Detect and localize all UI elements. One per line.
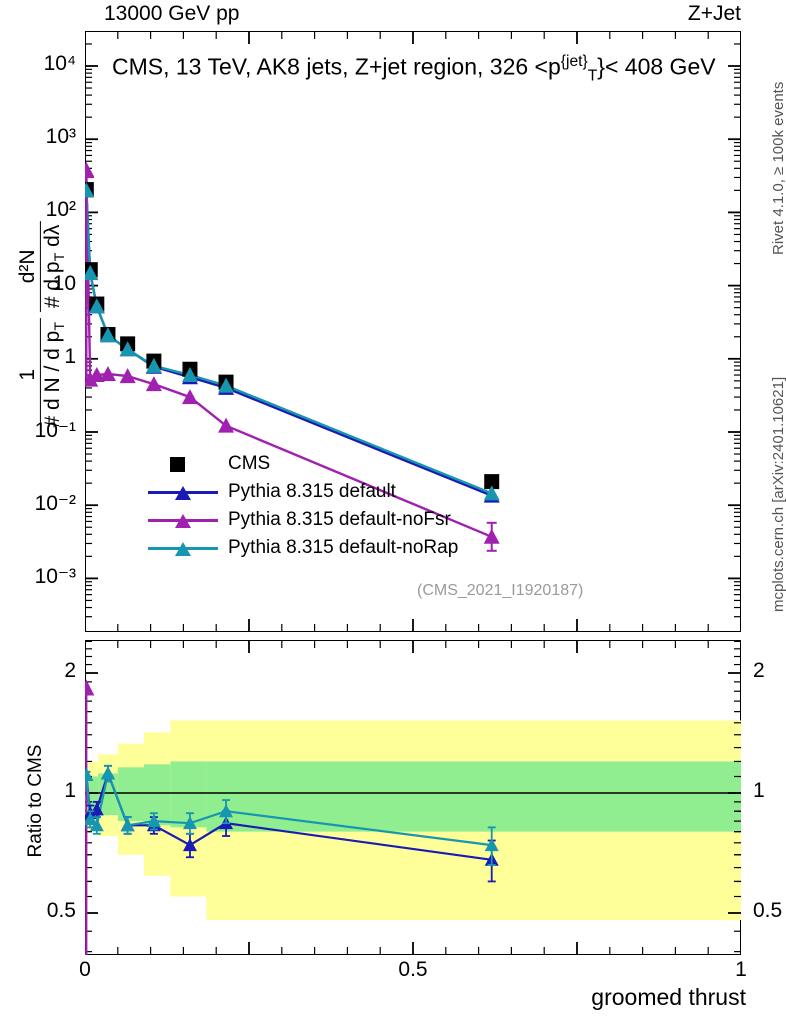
legend: CMS Pythia 8.315 default Pythia 8.315 de…: [148, 450, 458, 562]
legend-entry-norap[interactable]: Pythia 8.315 default-noRap: [148, 534, 458, 562]
main-y-tick-label: 10³: [45, 125, 76, 149]
data-marker-triangle: [119, 341, 136, 357]
uncertainty-band-inner: [206, 761, 741, 832]
legend-entry-nofsr[interactable]: Pythia 8.315 default-noFsr: [148, 506, 458, 534]
data-marker-triangle: [181, 389, 198, 405]
ratio-plot-canvas: [85, 640, 741, 955]
ratio-data-marker: [182, 838, 197, 852]
plot-title-sup: {jet}: [560, 53, 588, 70]
ratio-y-tick-labels-right: 2 1 0.5: [745, 640, 786, 960]
legend-label-nofsr: Pythia 8.315 default-noFsr: [228, 509, 451, 530]
main-y-tick-label: 10⁻¹: [34, 419, 76, 442]
legend-key-norap: [148, 538, 218, 558]
ratio-offscale-arrow-icon: [85, 679, 95, 696]
beam-energy-label: 13000 GeV pp: [104, 2, 240, 25]
analysis-id-label: (CMS_2021_I1920187): [417, 582, 584, 599]
data-marker-triangle: [88, 367, 105, 383]
ratio-data-marker: [120, 818, 135, 832]
data-marker-triangle: [99, 365, 116, 381]
ratio-data-marker: [85, 812, 98, 826]
legend-entry-default[interactable]: Pythia 8.315 default: [148, 478, 458, 506]
main-y-tick-label: 10⁻³: [34, 565, 76, 589]
ratio-data-marker: [100, 766, 115, 780]
data-marker-triangle: [145, 357, 162, 373]
plot-title-main: CMS, 13 TeV, AK8 jets, Z+jet region, 326…: [112, 53, 561, 80]
main-y-tick-label: 1: [64, 344, 76, 368]
ratio-y-tick-label-right: 1: [753, 779, 765, 802]
data-marker-triangle: [483, 485, 500, 501]
main-y-tick-label: 10⁻²: [34, 492, 76, 516]
main-y-tick-label: 10: [52, 271, 76, 295]
x-tick-label: 0.5: [398, 958, 428, 981]
main-y-tick-label: 10²: [45, 198, 76, 222]
legend-label-norap: Pythia 8.315 default-noRap: [228, 537, 459, 558]
x-tick-label: 0: [79, 958, 91, 981]
uncertainty-band-inner: [144, 764, 171, 826]
data-marker-triangle: [99, 327, 116, 343]
data-marker-triangle: [85, 265, 99, 281]
main-plot-canvas: [85, 31, 741, 632]
main-y-tick-label: 10⁴: [43, 52, 76, 75]
ratio-y-tick-label-right: 2: [753, 659, 765, 682]
data-marker-triangle: [218, 417, 235, 433]
mcplots-reference-label: mcplots.cern.ch [arXiv:2401.10621]: [770, 376, 786, 612]
data-marker-triangle: [218, 377, 235, 393]
data-marker-triangle: [85, 182, 95, 198]
legend-entry-cms[interactable]: CMS: [148, 450, 458, 478]
data-marker-triangle: [145, 376, 162, 392]
data-marker-triangle: [119, 368, 136, 384]
series-line: [85, 190, 493, 495]
uncertainty-band-inner: [117, 767, 145, 822]
ratio-data-marker: [89, 818, 104, 832]
x-tick-label: 1: [735, 958, 747, 981]
ratio-data-marker: [484, 838, 499, 852]
ratio-data-marker: [146, 814, 161, 828]
uncertainty-band-inner: [170, 761, 207, 828]
data-marker-square: [484, 474, 500, 490]
ratio-y-tick-label-right: 0.5: [753, 899, 783, 922]
off-scale-arrow-icon: [85, 161, 95, 178]
legend-key-default: [148, 482, 218, 502]
ratio-data-marker: [219, 804, 234, 818]
legend-key-cms: [148, 454, 218, 474]
ratio-data-marker: [182, 816, 197, 830]
ratio-y-tick-labels-left: 2 1 0.5: [0, 640, 82, 960]
main-y-tick-labels: 10⁴ 10³ 10² 10 1 10⁻¹ 10⁻² 10⁻³: [0, 0, 82, 640]
ratio-y-tick-label-left: 0.5: [46, 899, 76, 922]
plot-title-tail: }< 408 GeV: [597, 53, 716, 80]
data-marker-triangle: [88, 298, 105, 314]
legend-label-cms: CMS: [228, 453, 271, 474]
ratio-data-marker: [85, 767, 94, 781]
x-axis-title: groomed thrust: [591, 984, 746, 1010]
data-marker-triangle: [181, 367, 198, 383]
legend-label-default: Pythia 8.315 default: [228, 481, 396, 502]
ratio-y-tick-label-left: 2: [64, 659, 76, 682]
x-tick-labels: 0 0.5 1: [0, 958, 786, 992]
main-plot-panel: [85, 31, 741, 632]
region-label: Z+Jet: [687, 2, 741, 25]
ratio-y-tick-label-left: 1: [64, 779, 76, 802]
legend-key-nofsr: [148, 510, 218, 530]
plot-title-sub: T: [587, 67, 598, 85]
plot-title: CMS, 13 TeV, AK8 jets, Z+jet region, 326…: [112, 53, 716, 85]
rivet-version-label: Rivet 4.1.0, ≥ 100k events: [770, 81, 786, 255]
